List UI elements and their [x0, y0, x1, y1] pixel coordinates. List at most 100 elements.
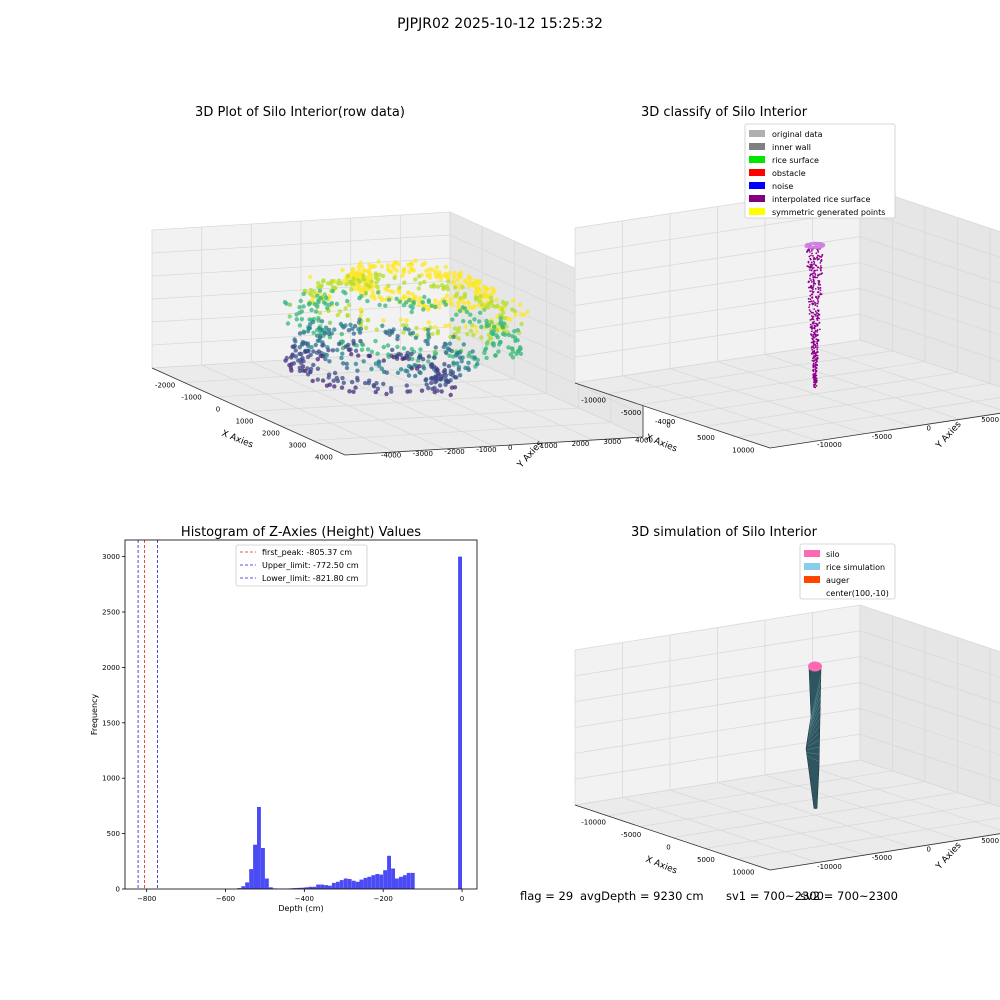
x-tick-label: 10000: [732, 446, 754, 454]
surface-line: [807, 739, 820, 747]
y-axis-label: Frequency: [90, 694, 99, 736]
scatter-point: [417, 298, 422, 304]
scatter-point: [459, 359, 464, 364]
scatter-point: [381, 344, 386, 350]
scatter-point: [401, 302, 407, 308]
x-tick-label: 10000: [732, 868, 754, 876]
scatter-point: [386, 297, 392, 302]
scatter-point: [346, 328, 352, 333]
scatter-point: [317, 310, 323, 316]
interpolated-point: [812, 267, 815, 269]
scatter-point: [297, 365, 302, 370]
interpolated-point: [810, 261, 813, 264]
x-tick-label: 5000: [697, 434, 715, 442]
scatter-point: [335, 378, 341, 384]
interpolated-point: [820, 260, 822, 262]
scatter-point: [367, 353, 373, 359]
scatter-point: [407, 298, 412, 303]
interpolated-point: [818, 284, 820, 286]
interpolated-point: [810, 269, 813, 272]
hist-bar: [383, 870, 388, 889]
interpolated-point: [817, 274, 820, 277]
scatter-point: [509, 346, 515, 351]
scatter-point: [397, 285, 402, 290]
scatter-point: [510, 334, 515, 339]
scatter-point: [375, 351, 380, 356]
scatter-point: [443, 373, 449, 378]
interpolated-point: [813, 262, 816, 264]
interpolated-point: [812, 300, 815, 302]
scatter-point: [344, 282, 349, 287]
scatter-point: [409, 266, 414, 271]
scatter-point: [381, 358, 386, 363]
scatter-point: [401, 267, 407, 272]
scatter-point: [518, 351, 524, 356]
scatter-point: [484, 355, 489, 361]
interpolated-point: [812, 315, 815, 318]
scatter-point: [385, 343, 391, 348]
x-axis-label: X Axies: [644, 433, 679, 455]
y-tick-label: -5000: [872, 433, 892, 441]
hist-bar: [245, 882, 250, 889]
scatter-point: [424, 268, 429, 274]
interpolated-point: [815, 342, 818, 344]
scatter-point: [452, 326, 458, 331]
figure-title: PJPJR02 2025-10-12 15:25:32: [397, 16, 603, 32]
interpolated-point: [814, 325, 817, 328]
scatter-point: [427, 275, 432, 280]
scatter-point: [426, 331, 431, 336]
scatter-point: [356, 353, 361, 358]
z-tick-label: -4000: [655, 418, 675, 426]
scatter-point: [365, 347, 371, 352]
scatter-point: [515, 328, 520, 333]
scatter-point: [317, 325, 322, 331]
scatter-point: [432, 349, 438, 355]
scatter-point: [332, 370, 338, 376]
scatter-point: [473, 295, 479, 300]
legend: first_peak: -805.37 cm Upper_limit: -772.…: [235, 544, 368, 587]
interpolated-point: [818, 258, 820, 260]
scatter-point: [433, 345, 438, 350]
y-tick-label: -2000: [444, 448, 464, 456]
interpolated-point: [812, 364, 814, 366]
interpolated-point: [808, 304, 811, 306]
scatter-point: [297, 305, 302, 310]
scatter-point: [395, 344, 400, 350]
scatter-point: [433, 380, 438, 385]
scatter-point: [312, 289, 317, 294]
scatter-point: [406, 327, 411, 332]
scatter-point: [409, 366, 414, 371]
scatter-point: [403, 326, 408, 331]
interpolated-point: [809, 323, 812, 326]
scatter-point: [411, 299, 416, 305]
scatter-point: [310, 297, 315, 302]
interpolated-point: [816, 324, 819, 327]
scatter-point: [413, 258, 418, 263]
legend-swatch: [804, 563, 820, 570]
scatter-point: [301, 304, 306, 309]
scatter-point: [460, 285, 465, 290]
scatter-point: [413, 373, 418, 379]
scatter-point: [357, 296, 362, 301]
hist-bar: [458, 556, 462, 889]
scatter-point: [525, 309, 530, 315]
x-tick-label: −600: [216, 895, 235, 903]
scatter-point: [359, 264, 365, 269]
hist-bar: [300, 887, 305, 889]
scatter-point: [490, 341, 495, 346]
scatter-point: [469, 323, 475, 328]
scatter-point: [421, 364, 426, 369]
y-tick-label: -10000: [817, 441, 842, 449]
x-tick-label: −800: [137, 895, 156, 903]
scatter-point: [506, 332, 512, 338]
scatter-point: [496, 349, 501, 354]
scatter-point: [475, 357, 481, 363]
scatter-point: [418, 347, 423, 352]
scatter-point: [351, 270, 356, 276]
scatter-point: [484, 321, 490, 327]
x-tick-label: -10000: [581, 819, 606, 827]
scatter-point: [377, 360, 382, 365]
y-axis-label: Y Axies: [934, 419, 964, 451]
interpolated-point: [808, 280, 810, 283]
scatter-point: [477, 319, 482, 324]
